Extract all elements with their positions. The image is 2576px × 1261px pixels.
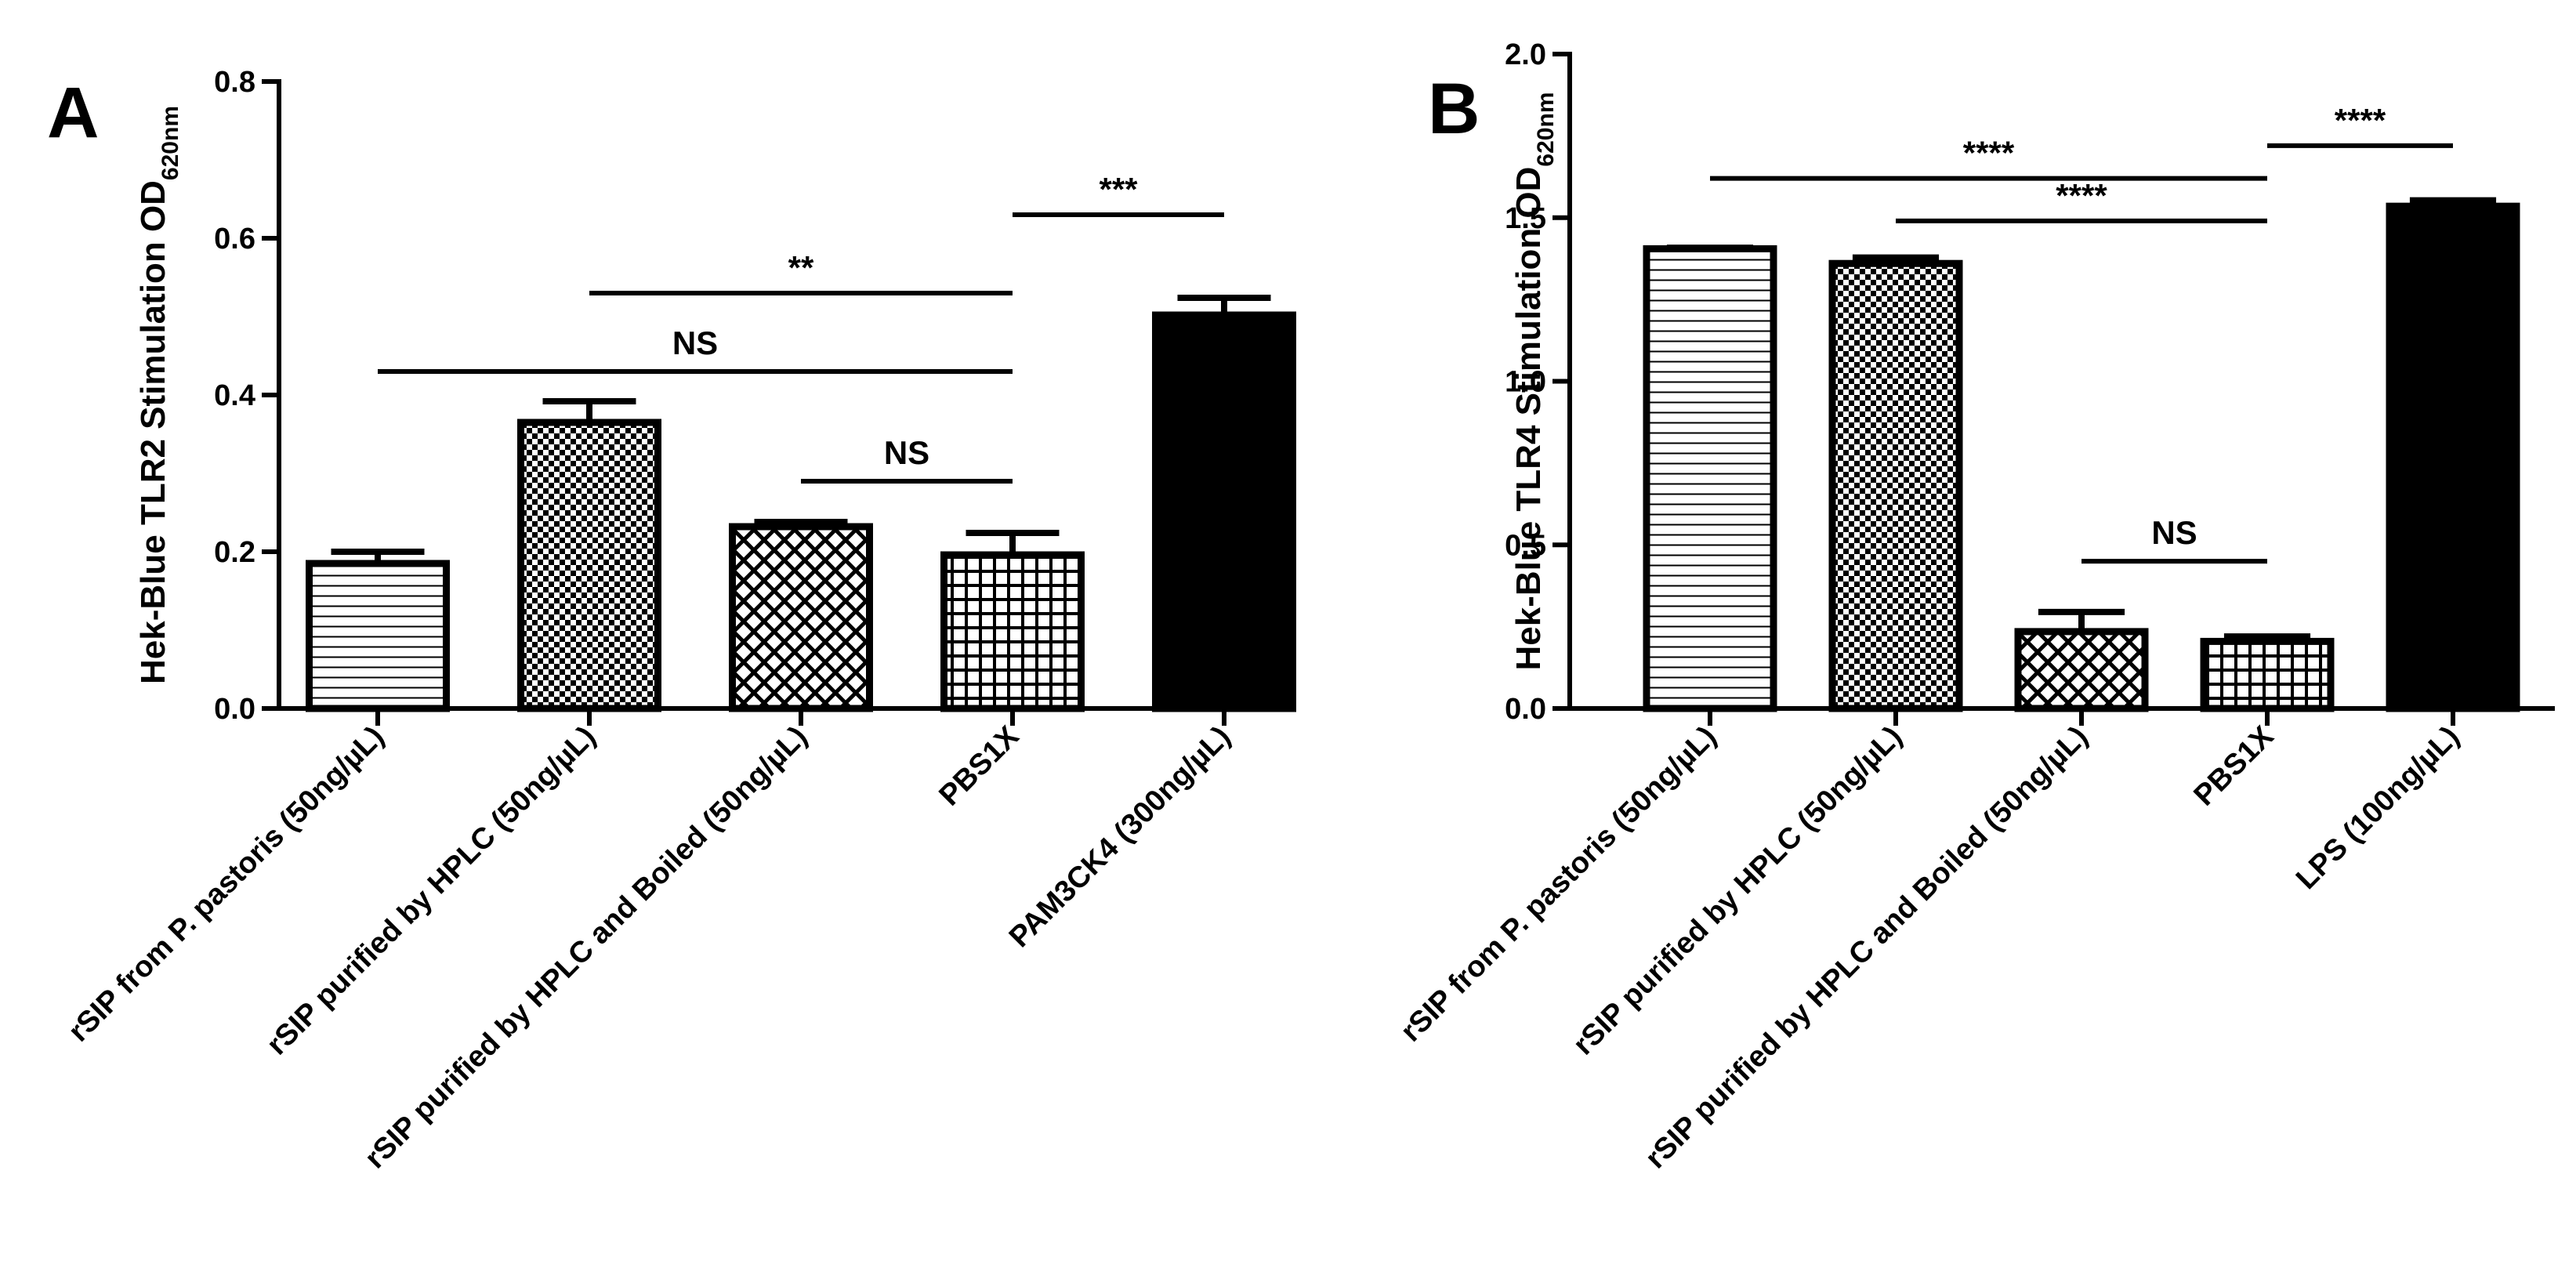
significance-label-b-1: ****	[1963, 135, 2015, 172]
significance-label-a-1: **	[788, 249, 814, 286]
significance-label-a-0: ***	[1099, 171, 1138, 208]
panel-letter-a: A	[47, 73, 99, 153]
y-axis-label-a: Hek-Blue TLR2 Stimulation OD620nm	[134, 106, 183, 684]
significance-label-b-3: NS	[2151, 514, 2197, 551]
y-axis-label-subscript-b: 620nm	[1533, 92, 1559, 166]
category-label-b-2: rSIP purified by HPLC and Boiled (50ng/µ…	[1639, 720, 2095, 1176]
significance-label-b-2: ****	[2056, 177, 2107, 214]
bar-b-0	[1643, 245, 1777, 712]
y-axis-label-main-b: Hek-Blue TLR4 Stimulation OD	[1509, 167, 1548, 671]
panel-letter-b: B	[1428, 69, 1480, 149]
category-label-a-4: PAM3CK4 (300ng/µL)	[1003, 720, 1237, 954]
category-label-b-1: rSIP purified by HPLC (50ng/µL)	[1567, 720, 1909, 1062]
bar-b-2	[2014, 628, 2149, 712]
y-axis-label-main-a: Hek-Blue TLR2 Stimulation OD	[134, 180, 172, 684]
bar-b-4	[2386, 202, 2520, 712]
y-tick-label-a-0: 0.0	[214, 693, 255, 726]
y-tick-label-a-3: 0.6	[214, 223, 255, 255]
y-tick-label-b-0: 0.0	[1505, 693, 1546, 726]
y-tick-label-b-2: 1.0	[1505, 366, 1546, 399]
y-tick-label-b-1: 0.5	[1505, 529, 1546, 562]
bar-a-1	[517, 419, 661, 712]
bar-a-2	[729, 523, 873, 712]
y-tick-label-b-3: 1.5	[1505, 202, 1546, 235]
category-label-a-2: rSIP purified by HPLC and Boiled (50ng/µ…	[359, 720, 814, 1176]
y-axis-label-b: Hek-Blue TLR4 Stimulation OD620nm	[1509, 92, 1559, 670]
category-label-b-4: LPS (100ng/µL)	[2290, 720, 2465, 896]
category-label-b-0: rSIP from P. pastoris (50ng/µL)	[1394, 720, 1723, 1049]
panel-a: A Hek-Blue TLR2 Stimulation OD620nm 0.0 0.2…	[47, 66, 1296, 1176]
category-label-a-1: rSIP purified by HPLC (50ng/µL)	[261, 720, 603, 1062]
y-tick-label-a-4: 0.8	[214, 66, 255, 99]
category-label-b-3: PBS1X	[2188, 719, 2281, 812]
category-label-a-3: PBS1X	[933, 719, 1026, 812]
y-tick-label-a-2: 0.4	[214, 379, 255, 412]
bar-a-0	[306, 560, 450, 712]
y-tick-label-a-1: 0.2	[214, 536, 255, 569]
panel-b: B Hek-Blue TLR4 Stimulation OD620nm 0.0 0.5…	[1394, 38, 2555, 1175]
bar-a-3	[940, 551, 1085, 712]
significance-label-b-0: ****	[2335, 102, 2386, 139]
y-tick-label-b-4: 2.0	[1505, 38, 1546, 71]
bar-a-4	[1152, 311, 1296, 712]
bar-b-1	[1828, 259, 1963, 712]
y-axis-label-subscript-a: 620nm	[158, 106, 183, 180]
significance-label-a-2: NS	[672, 324, 718, 361]
error-bar-a-3	[966, 530, 1060, 555]
bar-b-3	[2200, 637, 2335, 712]
significance-label-a-3: NS	[884, 434, 929, 471]
